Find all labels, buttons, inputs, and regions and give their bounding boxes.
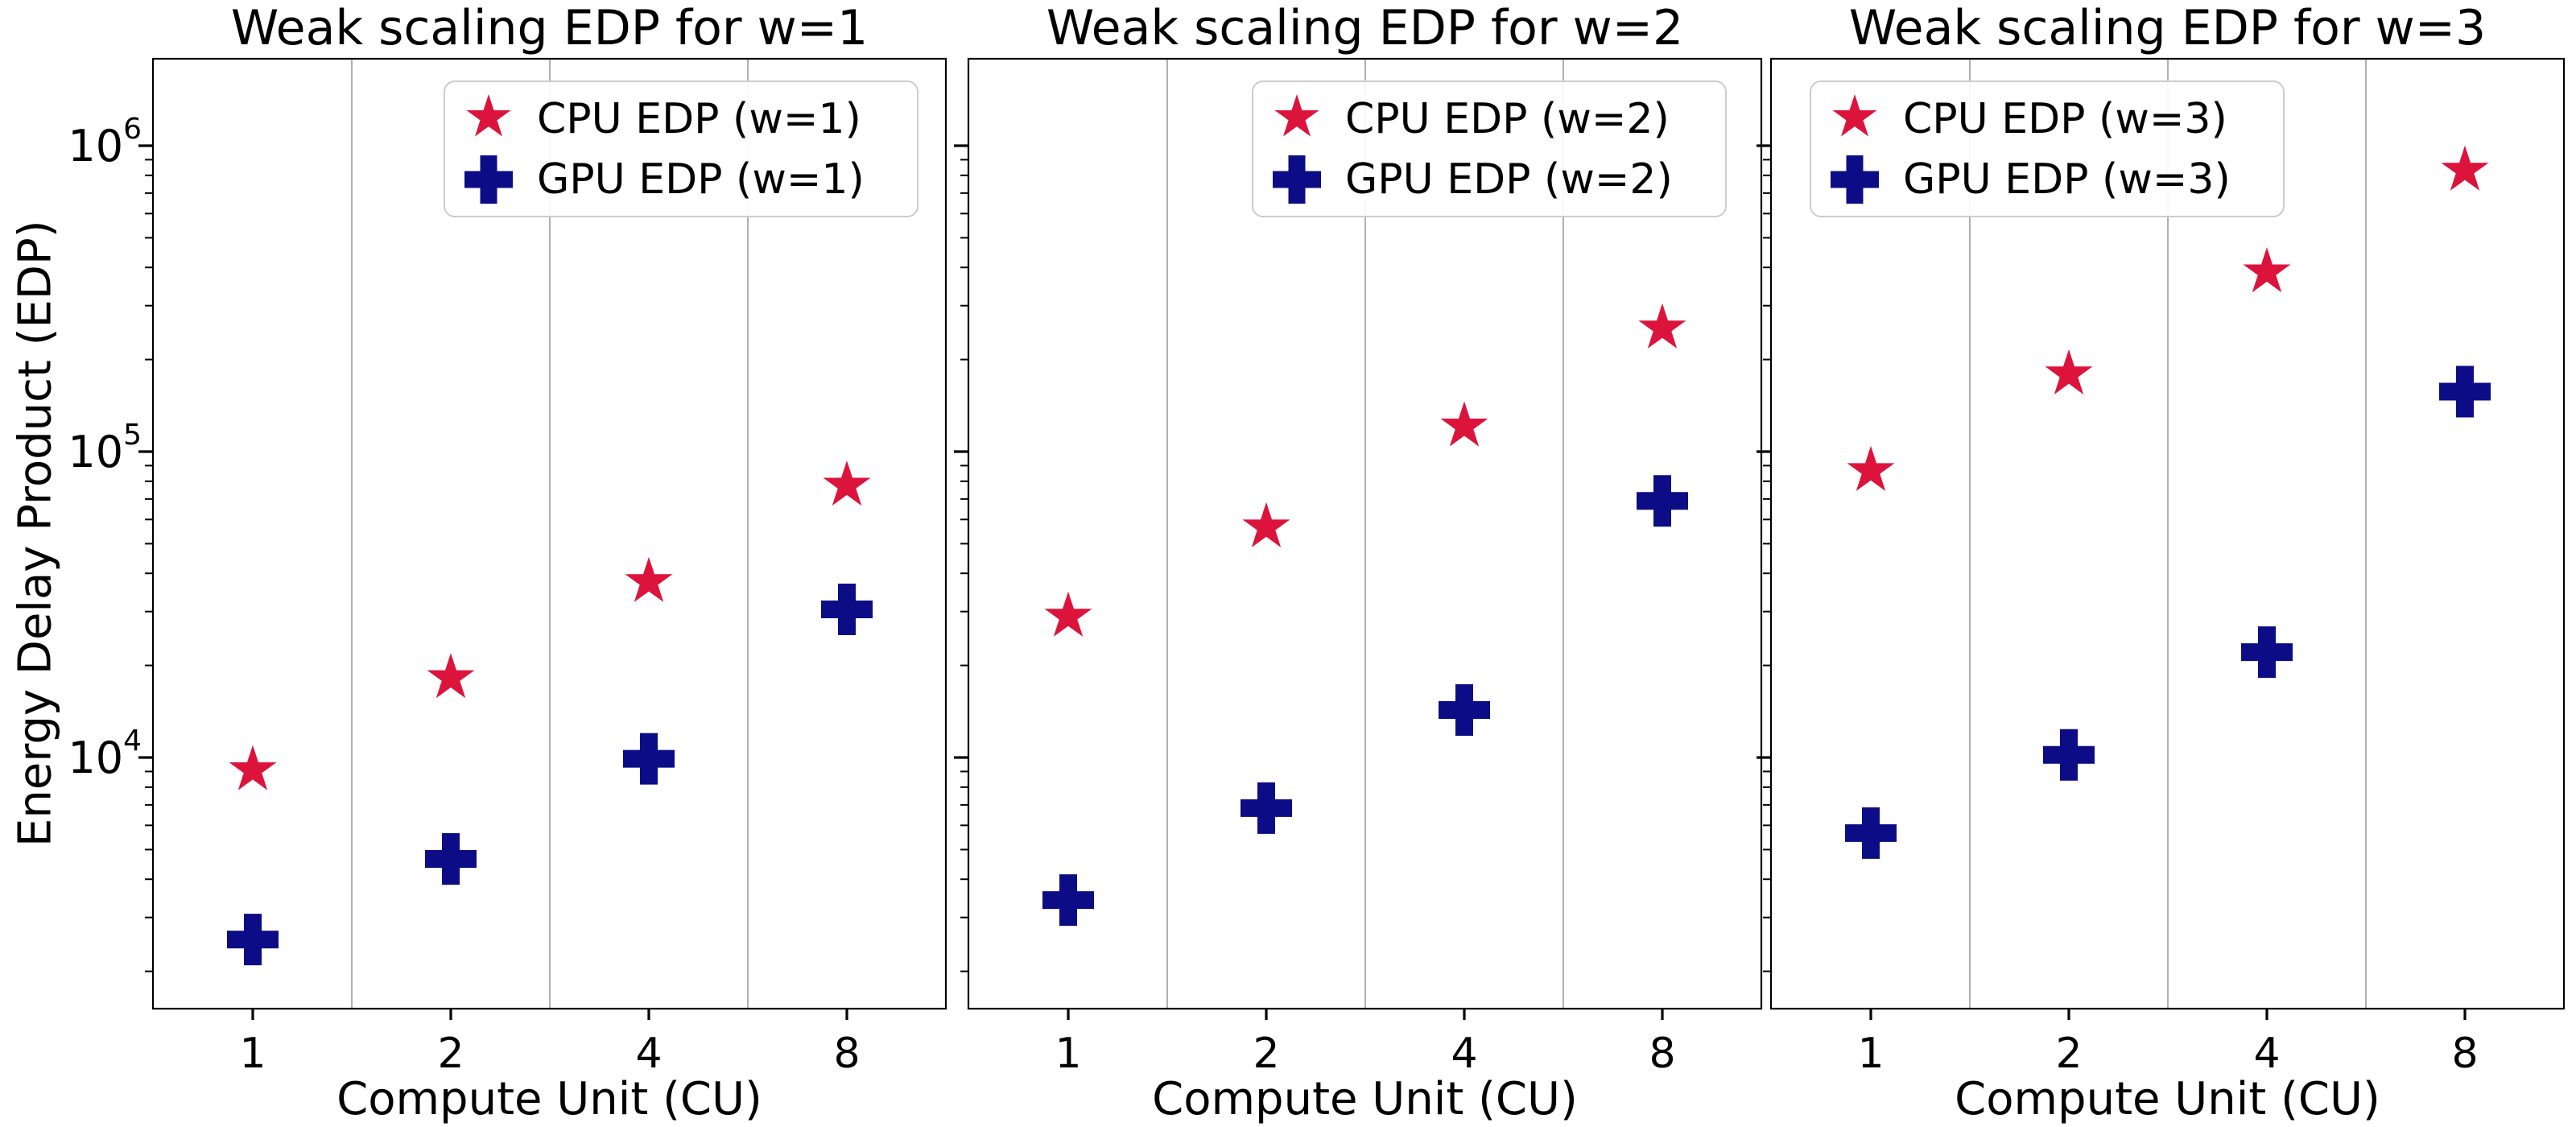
star-marker xyxy=(1242,502,1290,547)
star-marker xyxy=(229,745,277,791)
x-tick-label: 8 xyxy=(833,1030,860,1078)
star-marker xyxy=(2243,247,2291,293)
plus-glyph xyxy=(1273,155,1321,204)
axes-frame xyxy=(967,57,1763,1010)
star-marker xyxy=(1638,303,1686,349)
star-marker xyxy=(2045,349,2093,394)
plus-marker xyxy=(227,914,279,966)
star-marker xyxy=(625,556,673,602)
plus-marker xyxy=(1042,874,1094,927)
subplot-title: Weak scaling EDP for w=3 xyxy=(1848,0,2487,56)
legend-label: CPU EDP (w=3) xyxy=(1903,94,2227,143)
legend-entry-gpu: GPU EDP (w=3) xyxy=(1826,151,2268,208)
x-axis-label: Compute Unit (CU) xyxy=(1152,1073,1578,1125)
star-icon xyxy=(1274,93,1319,136)
legend-label: CPU EDP (w=2) xyxy=(1345,94,1670,143)
legend-label: CPU EDP (w=1) xyxy=(537,94,861,143)
series-cpu xyxy=(1847,145,2489,491)
plus-marker xyxy=(623,733,675,785)
star-marker xyxy=(1044,591,1092,637)
star-marker xyxy=(1440,401,1488,447)
x-tick-label: 4 xyxy=(635,1030,662,1078)
legend: CPU EDP (w=1) GPU EDP (w=1) xyxy=(444,80,919,217)
legend: CPU EDP (w=3) GPU EDP (w=3) xyxy=(1810,80,2285,217)
plus-marker xyxy=(2043,729,2095,781)
subplot-title: Weak scaling EDP for w=1 xyxy=(230,0,869,56)
x-tick-label: 8 xyxy=(1649,1030,1675,1078)
y-axis-label: Energy Delay Product (EDP) xyxy=(9,220,62,848)
legend-label: GPU EDP (w=1) xyxy=(537,155,865,204)
subplot-w3: Weak scaling EDP for w=3 CPU EDP (w=3) G… xyxy=(1771,0,2564,1127)
x-tick-label: 2 xyxy=(1253,1030,1279,1078)
plus-marker xyxy=(425,833,477,886)
series-cpu xyxy=(229,460,871,791)
legend: CPU EDP (w=2) GPU EDP (w=2) xyxy=(1252,80,1727,217)
x-tick-label: 8 xyxy=(2451,1030,2478,1078)
axes-frame xyxy=(1769,57,2566,1010)
x-tick-label: 2 xyxy=(2055,1030,2082,1078)
series-cpu xyxy=(1044,303,1686,637)
plus-glyph xyxy=(1831,155,1879,204)
series-gpu xyxy=(1042,475,1688,927)
star-glyph xyxy=(466,93,511,136)
plus-marker xyxy=(1845,807,1897,859)
subplot-w2: Weak scaling EDP for w=2 CPU EDP (w=2) G… xyxy=(968,0,1761,1127)
y-tick-label: 106 xyxy=(68,113,142,171)
series-gpu xyxy=(1845,365,2491,859)
x-axis-label: Compute Unit (CU) xyxy=(1955,1073,2380,1125)
subplot-w1: Weak scaling EDP for w=1 CPU EDP (w=1) G… xyxy=(153,0,946,1127)
axes-frame xyxy=(151,57,947,1010)
plus-marker xyxy=(2241,626,2293,679)
plus-marker xyxy=(2439,365,2491,418)
x-axis-label: Compute Unit (CU) xyxy=(336,1073,762,1125)
x-tick-label: 4 xyxy=(1451,1030,1477,1078)
plus-icon xyxy=(1273,155,1321,204)
legend-entry-gpu: GPU EDP (w=1) xyxy=(460,151,902,208)
subplot-plot-area: 1 2 4 8 xyxy=(1757,57,2566,1078)
star-marker xyxy=(427,653,475,699)
legend-label: GPU EDP (w=2) xyxy=(1345,155,1673,204)
series-gpu xyxy=(227,583,873,966)
star-icon xyxy=(1832,93,1877,136)
plus-icon xyxy=(464,155,513,204)
legend-entry-cpu: CPU EDP (w=1) xyxy=(460,90,902,148)
x-tick-label: 1 xyxy=(1857,1030,1884,1078)
plus-icon xyxy=(1831,155,1879,204)
plus-marker xyxy=(1241,782,1292,834)
plus-marker xyxy=(1439,683,1490,736)
star-icon xyxy=(466,93,511,136)
x-tick-label: 4 xyxy=(2253,1030,2280,1078)
y-tick-label: 104 xyxy=(68,724,142,783)
plus-marker xyxy=(1637,475,1688,527)
subplot-title: Weak scaling EDP for w=2 xyxy=(1046,0,1684,56)
x-tick-label: 1 xyxy=(239,1030,266,1078)
legend-label: GPU EDP (w=3) xyxy=(1903,155,2231,204)
y-tick-label: 105 xyxy=(68,419,142,477)
legend-entry-gpu: GPU EDP (w=2) xyxy=(1268,151,1711,208)
x-tick-label: 2 xyxy=(437,1030,464,1078)
star-marker xyxy=(2441,145,2489,191)
x-tick-label: 1 xyxy=(1055,1030,1081,1078)
plus-marker xyxy=(821,583,873,635)
star-marker xyxy=(1847,445,1895,491)
plus-glyph xyxy=(464,155,513,204)
subplot-plot-area: 1 2 4 8 xyxy=(954,57,1763,1078)
star-glyph xyxy=(1274,93,1319,136)
legend-entry-cpu: CPU EDP (w=3) xyxy=(1826,90,2268,148)
legend-entry-cpu: CPU EDP (w=2) xyxy=(1268,90,1711,148)
star-marker xyxy=(823,460,871,506)
star-glyph xyxy=(1832,93,1877,136)
